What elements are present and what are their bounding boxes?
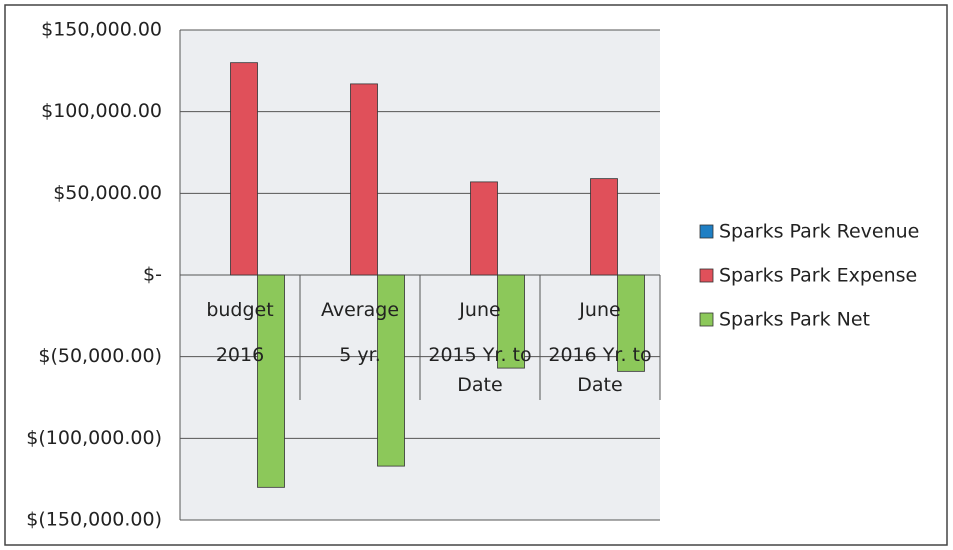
bar xyxy=(470,181,498,276)
y-tick-label: $50,000.00 xyxy=(53,182,162,204)
bar xyxy=(377,274,405,467)
legend-swatch xyxy=(699,268,714,283)
legend-label: Sparks Park Net xyxy=(719,309,870,331)
x-tick-label: budget 2016 xyxy=(206,299,273,366)
y-tick-label: $100,000.00 xyxy=(41,100,162,122)
bar xyxy=(257,274,285,488)
bar xyxy=(350,83,378,276)
x-tick-label: Average 5 yr. xyxy=(321,299,399,366)
y-tick-label: $150,000.00 xyxy=(41,19,162,41)
x-tick-label: June 2016 Yr. to Date xyxy=(548,299,651,396)
y-tick-label: $(50,000.00) xyxy=(38,345,162,367)
bar xyxy=(590,178,618,276)
y-tick-label: $- xyxy=(143,264,162,286)
bar xyxy=(617,274,645,372)
bar xyxy=(497,274,525,369)
legend-swatch xyxy=(699,312,714,327)
bar xyxy=(230,62,258,276)
legend-label: Sparks Park Revenue xyxy=(719,221,919,243)
y-tick-label: $(150,000.00) xyxy=(26,509,162,531)
legend-swatch xyxy=(699,224,714,239)
legend-label: Sparks Park Expense xyxy=(719,265,917,287)
y-tick-label: $(100,000.00) xyxy=(26,427,162,449)
x-tick-label: June 2015 Yr. to Date xyxy=(428,299,531,396)
